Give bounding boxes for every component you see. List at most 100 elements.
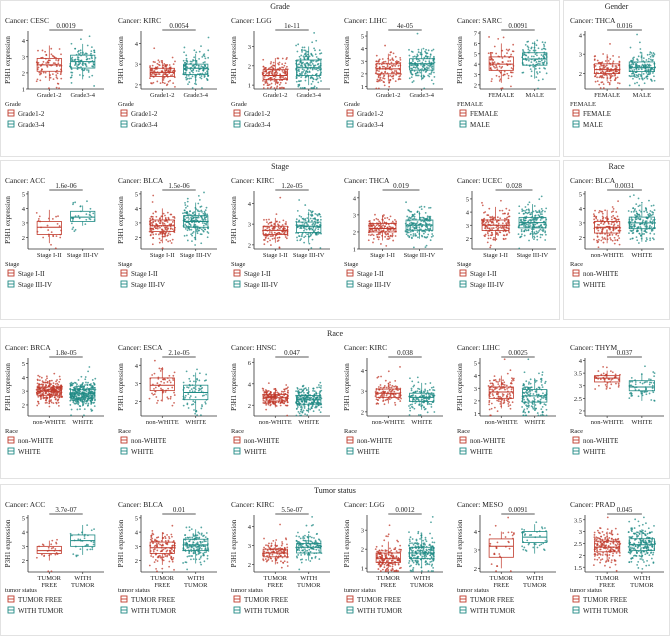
data-point xyxy=(430,53,432,55)
data-point xyxy=(198,58,200,60)
data-point xyxy=(488,235,490,237)
data-point xyxy=(538,47,540,49)
data-point xyxy=(185,225,187,227)
data-point xyxy=(192,212,194,214)
data-point xyxy=(205,72,207,74)
data-point xyxy=(604,209,606,211)
data-point xyxy=(499,66,501,68)
y-tick-label: 2 xyxy=(135,235,138,242)
data-point xyxy=(612,240,614,242)
data-point xyxy=(307,58,309,60)
data-point xyxy=(409,211,411,213)
data-point xyxy=(307,54,309,56)
data-point xyxy=(393,64,395,66)
data-point xyxy=(379,229,381,231)
data-point xyxy=(594,59,596,61)
data-point xyxy=(71,82,73,84)
data-point xyxy=(630,60,632,62)
data-point xyxy=(269,231,271,233)
data-point xyxy=(397,389,399,391)
data-point xyxy=(36,80,38,82)
pvalue-label: 1.5e-06 xyxy=(168,182,190,190)
data-point xyxy=(152,216,154,218)
data-point xyxy=(544,68,546,70)
data-point xyxy=(532,42,534,44)
data-point xyxy=(167,212,169,214)
data-point xyxy=(172,82,174,84)
data-point xyxy=(528,212,530,214)
data-point xyxy=(395,80,397,82)
data-point xyxy=(184,397,186,399)
data-point xyxy=(312,81,314,83)
data-point xyxy=(188,75,190,77)
data-point xyxy=(386,395,388,397)
data-point xyxy=(431,71,433,73)
y-tick-label: 7 xyxy=(474,31,478,38)
data-point xyxy=(496,75,498,77)
data-point xyxy=(424,206,426,208)
data-point xyxy=(270,244,272,246)
data-point xyxy=(46,389,48,391)
data-point xyxy=(505,208,507,210)
data-point xyxy=(268,382,270,384)
data-point xyxy=(389,59,391,61)
y-tick-label: 4 xyxy=(361,368,365,375)
data-point xyxy=(161,229,163,231)
data-point xyxy=(80,385,82,387)
data-point xyxy=(77,399,79,401)
y-axis-label: P3H1 expression xyxy=(343,363,351,411)
data-point xyxy=(395,221,397,223)
data-point xyxy=(47,66,49,68)
data-point xyxy=(427,52,429,54)
legend-label: Stage I-II xyxy=(470,270,497,278)
data-point xyxy=(512,44,514,46)
data-point xyxy=(268,219,270,221)
legend-title: Stage xyxy=(457,261,472,268)
data-point xyxy=(276,221,278,223)
data-point xyxy=(650,56,652,58)
data-point xyxy=(280,396,282,398)
data-point xyxy=(42,50,44,52)
data-point xyxy=(376,377,378,379)
data-point xyxy=(536,71,538,73)
data-point xyxy=(425,212,427,214)
panel-title: Cancer: ACC xyxy=(5,176,45,185)
data-point xyxy=(639,219,641,221)
data-point xyxy=(315,222,317,224)
data-point xyxy=(200,210,202,212)
section-title: Race xyxy=(327,329,343,338)
data-point xyxy=(375,60,377,62)
data-point xyxy=(86,69,88,71)
data-point xyxy=(518,247,520,249)
legend-label: Grade3-4 xyxy=(357,121,384,129)
data-point xyxy=(265,409,267,411)
data-point xyxy=(193,380,195,382)
data-point xyxy=(268,390,270,392)
data-point xyxy=(74,48,76,50)
data-point xyxy=(152,394,154,396)
x-tick-label: MALE xyxy=(526,92,544,99)
data-point xyxy=(48,388,50,390)
data-point xyxy=(201,56,203,58)
data-point xyxy=(535,68,537,70)
legend-label: MALE xyxy=(583,121,603,129)
data-point xyxy=(407,226,409,228)
data-point xyxy=(284,231,286,233)
data-point xyxy=(39,74,41,76)
data-point xyxy=(200,45,202,47)
panel-title: Cancer: THCA xyxy=(344,176,390,185)
data-point xyxy=(314,390,316,392)
x-tick-label: WHITE xyxy=(298,419,319,426)
data-point xyxy=(154,373,156,375)
data-point xyxy=(629,85,631,87)
data-point xyxy=(195,396,197,398)
data-point xyxy=(612,55,614,57)
data-point xyxy=(311,61,313,63)
y-tick-label: 3 xyxy=(474,72,477,79)
data-point xyxy=(80,205,82,207)
data-point xyxy=(606,67,608,69)
data-point xyxy=(262,388,264,390)
data-point xyxy=(393,391,395,393)
panel-title: Cancer: KIRC xyxy=(231,176,274,185)
y-tick-label: 2 xyxy=(22,70,25,77)
